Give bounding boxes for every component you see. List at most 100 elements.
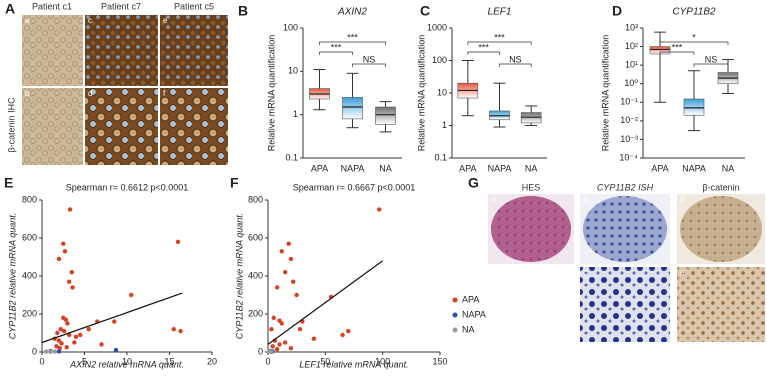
x-tick-label: 100 [375, 356, 390, 366]
trend-line [41, 292, 183, 344]
significance-bracket [467, 51, 500, 55]
y-tick-label: 10 [437, 87, 447, 97]
chart-title: LEF1 [488, 7, 512, 18]
y-tick-label: 0 [32, 346, 37, 356]
scatter-point [54, 344, 59, 349]
scatter-point [61, 241, 66, 246]
scatter-point [171, 327, 176, 332]
scatter-point [69, 270, 74, 275]
x-tick-label: 0 [265, 356, 270, 366]
scatter-point [269, 327, 274, 332]
scatter-point [291, 279, 296, 284]
sub-label: a [491, 195, 496, 204]
y-tick-label: 600 [22, 232, 37, 242]
y-axis-label: Relative mRNA quantification [416, 35, 426, 152]
y-tick-label: 10 [288, 66, 298, 76]
sub-label: f [163, 89, 166, 98]
column-header: β-catenin [702, 182, 739, 192]
significance-bracket [467, 41, 532, 45]
significance-label: * [692, 32, 696, 42]
image [85, 15, 158, 86]
column-header: CYP11B2 ISH [597, 182, 654, 192]
significance-label: NS [705, 54, 718, 64]
scatter-point [346, 328, 351, 334]
scatter-point [277, 342, 282, 347]
x-tick-label: 20 [207, 356, 217, 366]
x-tick-label: 10 [122, 356, 132, 366]
box [683, 98, 705, 116]
scatter-point [55, 330, 60, 336]
y-tick-label: 100 [283, 22, 298, 32]
y-tick-label: 800 [248, 194, 263, 204]
scatter-point [271, 315, 276, 320]
scatter-point [56, 349, 62, 354]
significance-label: *** [672, 42, 683, 52]
y-tick-label: 0 [258, 346, 263, 356]
row-label: β-catenin IHC [6, 97, 16, 153]
x-tick-label: NA [379, 163, 392, 173]
y-tick-label: 1 [442, 120, 447, 130]
y-tick-label: 10⁻⁴ [619, 152, 638, 162]
y-tick-label: 1000 [427, 22, 447, 32]
image [22, 88, 83, 165]
x-tick-label: NA [722, 163, 735, 173]
panel-label: B [238, 3, 248, 19]
scatter-point [86, 327, 91, 332]
scatter-point [56, 338, 62, 343]
chart-title: Spearman r= 0.6612 p<0.0001 [66, 182, 189, 192]
image [160, 15, 228, 86]
column-header: Patient c1 [32, 1, 72, 11]
panel-label: C [420, 3, 430, 19]
image [583, 196, 667, 262]
y-tick-label: 600 [248, 232, 263, 242]
x-tick-label: APA [651, 163, 668, 173]
scatter-point [61, 328, 67, 334]
sub-label: b [25, 89, 30, 98]
scatter-point [72, 340, 77, 345]
image [491, 196, 571, 262]
scatter-point [288, 256, 294, 262]
y-tick-label: 0.1 [434, 152, 447, 162]
scatter-point [62, 249, 68, 254]
scatter-point [175, 239, 181, 244]
image [677, 267, 765, 342]
image [160, 88, 228, 165]
scatter-point [283, 340, 288, 345]
y-axis-label: CYP11B2 relative mRNA quant. [7, 213, 17, 340]
significance-bracket [499, 63, 532, 67]
scatter-point [283, 270, 288, 275]
sub-label: d [680, 195, 684, 204]
sub-label: c [583, 268, 587, 277]
scatter-point [65, 321, 70, 326]
y-tick-label: 10² [625, 41, 638, 51]
significance-bracket [659, 51, 695, 55]
y-tick-label: 1 [293, 109, 298, 119]
y-tick-label: 10³ [625, 22, 638, 32]
image [580, 267, 670, 342]
sub-label: a [25, 16, 30, 25]
y-tick-label: 10⁻¹ [620, 97, 638, 107]
significance-bracket [319, 41, 386, 45]
scatter-point [78, 332, 83, 338]
scatter-point [64, 345, 69, 350]
panel-label: F [230, 175, 239, 191]
chart-title: AXIN2 [337, 7, 367, 18]
legend-marker [452, 297, 458, 303]
x-tick-label: 0 [39, 356, 44, 366]
x-tick-label: 50 [320, 356, 330, 366]
x-tick-label: 5 [82, 356, 87, 366]
y-tick-label: 10⁻² [620, 115, 638, 125]
sub-label: b [583, 195, 588, 204]
scatter-point [112, 319, 117, 324]
scatter-point [44, 349, 49, 354]
scatter-point [58, 327, 63, 332]
significance-bracket [659, 41, 729, 45]
scatter-point [286, 241, 291, 246]
x-axis-label: LEF1 relative mRNA quant. [299, 359, 408, 369]
scatter-point [294, 292, 299, 298]
scatter-point [279, 249, 284, 254]
significance-bracket [352, 63, 386, 67]
scatter-point [279, 321, 284, 326]
significance-label: NS [509, 54, 522, 64]
